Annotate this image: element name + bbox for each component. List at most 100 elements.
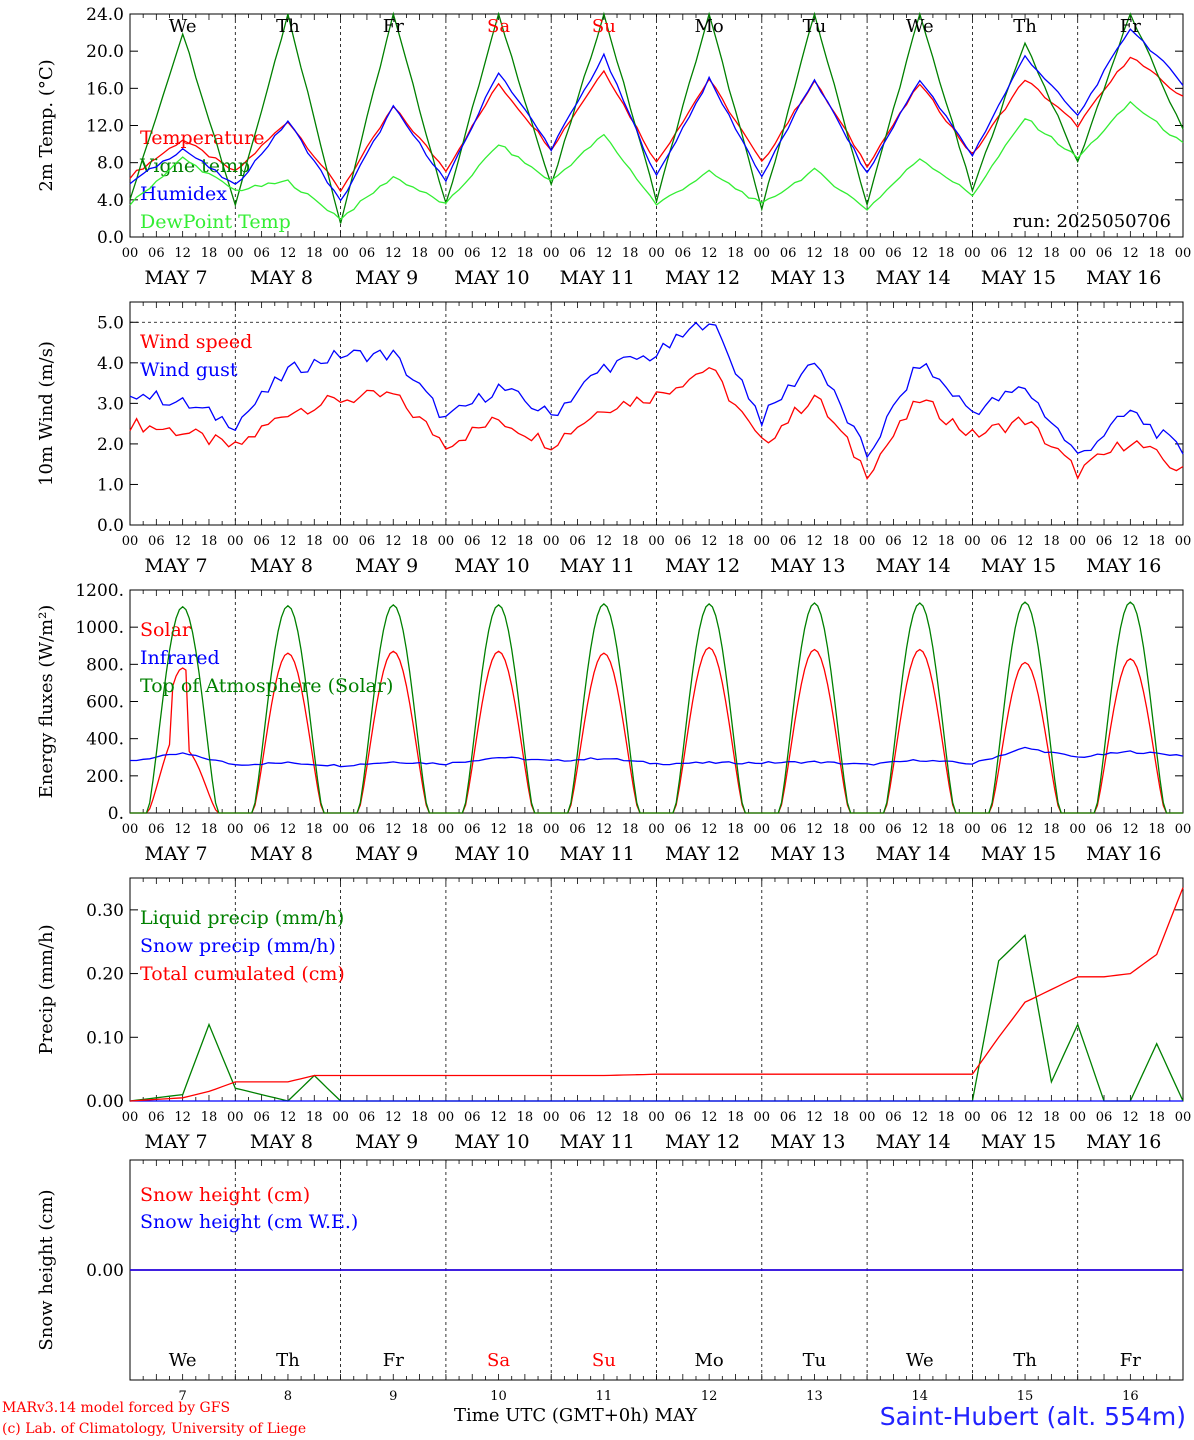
wind-hour-label: 18	[1148, 534, 1165, 549]
precip-hour-label: 12	[1122, 1110, 1139, 1125]
wind-date-label: MAY 13	[770, 555, 845, 577]
energy-hour-label: 18	[727, 822, 744, 837]
precip-hour-label: 12	[911, 1110, 928, 1125]
snow-day-name: We	[169, 1350, 197, 1371]
snow-ytick-label: 0.00	[86, 1261, 124, 1281]
day-number: 8	[284, 1389, 292, 1404]
snow-day-name: Th	[1013, 1350, 1037, 1371]
copyright-credit: (c) Lab. of Climatology, University of L…	[2, 1421, 307, 1437]
energy-hour-label: 12	[911, 822, 928, 837]
wind-hour-label: 12	[806, 534, 823, 549]
precip-hour-label: 06	[780, 1110, 797, 1125]
energy-ytick-label: 800.	[86, 655, 124, 675]
energy-hour-label: 06	[253, 822, 270, 837]
temp-hour-label: 00	[859, 246, 876, 261]
temp-series-line	[129, 100, 1184, 221]
temp-hour-label: 06	[885, 246, 902, 261]
precip-legend-entry: Liquid precip (mm/h)	[140, 907, 344, 929]
precip-ytick-label: 0.10	[86, 1028, 124, 1048]
temp-hour-label: 00	[1069, 246, 1086, 261]
temp-hour-label: 18	[517, 246, 534, 261]
temp-ytick-label: 20.0	[86, 42, 124, 62]
energy-legend-entry: Solar	[140, 619, 192, 641]
temp-legend-entry: Humidex	[140, 183, 227, 205]
temp-hour-label: 18	[411, 246, 428, 261]
wind-date-label: MAY 12	[665, 555, 740, 577]
temp-day-name: Th	[276, 16, 300, 37]
temp-hour-label: 18	[727, 246, 744, 261]
wind-ytick-label: 1.0	[97, 475, 124, 495]
energy-date-label: MAY 8	[250, 843, 313, 865]
temp-ytick-label: 24.0	[86, 5, 124, 25]
energy-ytick-label: 200.	[86, 767, 124, 787]
day-number: 15	[1017, 1389, 1034, 1404]
energy-date-label: MAY 14	[876, 843, 951, 865]
snow-day-name: Tu	[803, 1350, 827, 1371]
wind-frame	[129, 301, 1184, 526]
wind-hour-label: 12	[490, 534, 507, 549]
temp-hour-label: 00	[964, 246, 981, 261]
wind-ytick-label: 2.0	[97, 435, 124, 455]
temp-hour-label: 12	[174, 246, 191, 261]
energy-hour-label: 00	[964, 822, 981, 837]
temp-day-name: Mo	[695, 16, 724, 37]
temp-ylabel: 2m Temp. (°C)	[36, 59, 57, 191]
wind-hour-label: 06	[464, 534, 481, 549]
temp-date-label: MAY 7	[145, 267, 208, 289]
temp-hour-label: 18	[306, 246, 323, 261]
wind-hour-label: 06	[148, 534, 165, 549]
temp-hour-label: 00	[543, 246, 560, 261]
wind-date-label: MAY 15	[981, 555, 1056, 577]
energy-hour-label: 12	[490, 822, 507, 837]
precip-date-label: MAY 11	[560, 1131, 635, 1153]
wind-hour-label: 00	[438, 534, 455, 549]
wind-ytick-label: 3.0	[97, 394, 124, 414]
wind-hour-label: 00	[1175, 534, 1192, 549]
energy-hour-label: 06	[148, 822, 165, 837]
precip-hour-label: 18	[1043, 1110, 1060, 1125]
energy-hour-label: 06	[780, 822, 797, 837]
snow-day-name: We	[906, 1350, 934, 1371]
energy-series-line	[130, 746, 1184, 768]
energy-hour-label: 12	[174, 822, 191, 837]
temp-hour-label: 12	[911, 246, 928, 261]
temp-hour-label: 00	[754, 246, 771, 261]
temp-hour-label: 06	[1096, 246, 1113, 261]
temp-ytick-label: 16.0	[86, 79, 124, 99]
temp-hour-label: 00	[648, 246, 665, 261]
precip-date-label: MAY 12	[665, 1131, 740, 1153]
energy-hour-label: 18	[1043, 822, 1060, 837]
energy-hour-label: 12	[385, 822, 402, 837]
temp-hour-label: 06	[569, 246, 586, 261]
wind-hour-label: 18	[411, 534, 428, 549]
day-number: 13	[806, 1389, 823, 1404]
temp-hour-label: 06	[148, 246, 165, 261]
temp-ytick-label: 4.0	[97, 191, 124, 211]
temp-series-line	[129, 28, 1184, 202]
temp-hour-label: 12	[490, 246, 507, 261]
snow-day-name: Fr	[1120, 1350, 1141, 1371]
precip-hour-label: 00	[122, 1110, 139, 1125]
precip-hour-label: 06	[1096, 1110, 1113, 1125]
precip-hour-label: 18	[938, 1110, 955, 1125]
precip-hour-label: 00	[227, 1110, 244, 1125]
precip-hour-label: 12	[490, 1110, 507, 1125]
precip-series-line	[129, 887, 1184, 1102]
energy-hour-label: 18	[938, 822, 955, 837]
energy-hour-label: 18	[306, 822, 323, 837]
energy-hour-label: 06	[569, 822, 586, 837]
temp-hour-label: 18	[201, 246, 218, 261]
precip-hour-label: 18	[306, 1110, 323, 1125]
wind-hour-label: 06	[990, 534, 1007, 549]
wind-hour-label: 18	[201, 534, 218, 549]
energy-date-label: MAY 15	[981, 843, 1056, 865]
wind-hour-label: 18	[517, 534, 534, 549]
snow-legend-entry: Snow height (cm W.E.)	[140, 1211, 358, 1233]
day-number: 16	[1122, 1389, 1139, 1404]
wind-hour-label: 06	[569, 534, 586, 549]
energy-ylabel: Energy fluxes (W/m²)	[36, 605, 57, 799]
wind-hour-label: 12	[280, 534, 297, 549]
energy-hour-label: 12	[596, 822, 613, 837]
temp-date-label: MAY 11	[560, 267, 635, 289]
precip-hour-label: 00	[859, 1110, 876, 1125]
